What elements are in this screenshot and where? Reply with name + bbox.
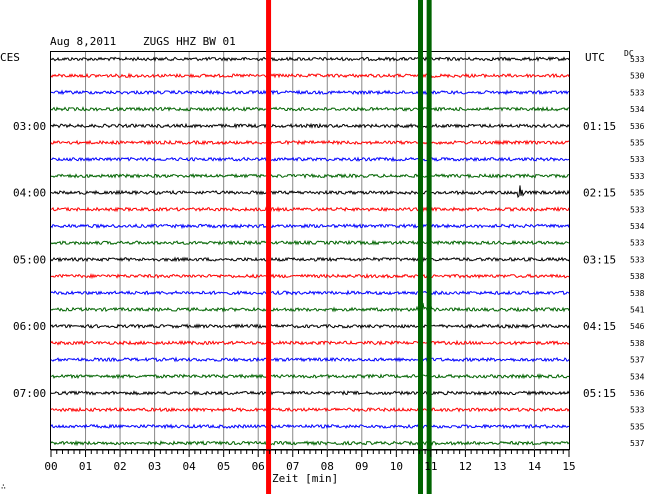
seismic-traces <box>50 56 570 447</box>
trace-row <box>50 206 570 213</box>
trace-row <box>50 423 570 430</box>
dc-offset-label: 535 <box>630 139 645 148</box>
trace-row <box>50 172 569 179</box>
corner-mark: ∴ <box>1 482 6 491</box>
plot-frame <box>50 51 570 450</box>
local-time-label: 07:00 <box>13 387 46 400</box>
utc-time-label: 01:15 <box>583 120 616 133</box>
dc-offset-label: 546 <box>630 322 645 331</box>
dc-offset-label: 534 <box>630 372 645 381</box>
trace-row <box>50 89 570 96</box>
x-tick-label: 02 <box>113 460 126 473</box>
trace-row <box>50 239 570 246</box>
dc-offset-label: 534 <box>630 222 645 231</box>
x-tick-label: 08 <box>321 460 334 473</box>
dc-offset-label: 534 <box>630 105 645 114</box>
trace-row <box>50 273 570 280</box>
x-axis: 00 01 02 03 04 05 06 07 08 09 10 11 12 13 14 15 <box>44 449 576 473</box>
x-tick-label: 15 <box>562 460 575 473</box>
x-tick-label: 05 <box>217 460 230 473</box>
trace-row <box>50 156 570 163</box>
dc-offset-label: 533 <box>630 88 645 97</box>
trace-row <box>50 185 570 199</box>
x-tick-label: 01 <box>79 460 92 473</box>
dc-offset-label: 538 <box>630 272 645 281</box>
dc-offset-label: 533 <box>630 205 645 214</box>
dc-offset-labels: 533 530 533 534 536 535 533 533 535 533 534 533 533 5… <box>630 55 645 448</box>
x-tick-label: 14 <box>528 460 542 473</box>
left-timezone-label: CES <box>0 51 20 64</box>
x-tick-label: 13 <box>493 460 506 473</box>
dc-offset-label: 535 <box>630 189 645 198</box>
trace-row <box>50 390 570 396</box>
dc-offset-label: 533 <box>630 239 645 248</box>
right-timezone-label: UTC <box>585 51 605 64</box>
dc-offset-label: 533 <box>630 406 645 415</box>
trace-row <box>50 339 570 346</box>
x-tick-label: 11 <box>424 460 437 473</box>
dc-offset-label: 541 <box>630 306 645 315</box>
x-tick-label: 12 <box>459 460 472 473</box>
minute-grid <box>85 52 535 450</box>
local-time-label: 06:00 <box>13 320 46 333</box>
utc-time-label: 03:15 <box>583 253 616 266</box>
trace-row <box>50 256 570 263</box>
trace-row <box>50 406 570 413</box>
dc-offset-label: 533 <box>630 172 645 181</box>
event-markers <box>266 0 432 494</box>
dc-offset-label: 533 <box>630 155 645 164</box>
chart-date: Aug 8,2011 <box>50 35 116 48</box>
dc-offset-label: 538 <box>630 289 645 298</box>
x-tick-label: 09 <box>355 460 368 473</box>
utc-time-label: 05:15 <box>583 387 616 400</box>
trace-row <box>50 323 570 330</box>
dc-offset-label: 536 <box>630 389 645 398</box>
chart-station: ZUGS HHZ BW 01 <box>143 35 236 48</box>
trace-row <box>50 302 570 315</box>
utc-time-label: 04:15 <box>583 320 616 333</box>
trace-row <box>50 440 570 447</box>
dc-offset-label: 530 <box>630 72 645 81</box>
dc-offset-label: 537 <box>630 356 645 365</box>
dc-offset-label: 536 <box>630 122 645 131</box>
x-tick-label: 10 <box>390 460 403 473</box>
dc-offset-label: 533 <box>630 55 645 64</box>
x-tick-label: 00 <box>44 460 57 473</box>
x-tick-label: 07 <box>286 460 299 473</box>
trace-row <box>50 56 570 62</box>
x-tick-label: 03 <box>148 460 161 473</box>
trace-row <box>50 106 570 112</box>
local-time-label: 03:00 <box>13 120 46 133</box>
utc-time-label: 02:15 <box>583 187 616 200</box>
trace-row <box>50 373 570 380</box>
time-labels: 03:00 04:00 05:00 06:00 07:00 01:15 02:15 03:15… <box>13 120 616 400</box>
trace-row <box>50 223 570 230</box>
dc-offset-label: 533 <box>630 255 645 264</box>
local-time-label: 04:00 <box>13 187 46 200</box>
dc-offset-label: 538 <box>630 339 645 348</box>
trace-row <box>50 289 570 296</box>
dc-header-label: DC <box>624 49 634 58</box>
local-time-label: 05:00 <box>13 253 46 266</box>
trace-row <box>50 122 570 129</box>
trace-row <box>50 72 570 79</box>
x-tick-label: 04 <box>183 460 197 473</box>
trace-row <box>50 139 570 146</box>
x-tick-label: 06 <box>252 460 265 473</box>
trace-row <box>50 356 570 363</box>
dc-offset-label: 535 <box>630 422 645 431</box>
x-axis-title: Zeit [min] <box>272 472 338 485</box>
dc-offset-label: 537 <box>630 439 645 448</box>
